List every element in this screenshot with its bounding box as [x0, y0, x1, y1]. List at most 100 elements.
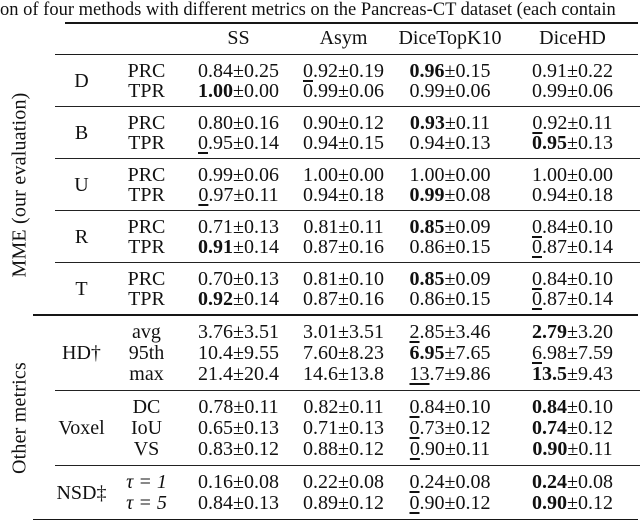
value-cell: 0.84±0.10 [505, 397, 640, 418]
value-error: ±0.00 [567, 164, 613, 186]
value-cell: 0.90±0.11 [505, 439, 640, 460]
value-main: 0.99 [198, 164, 233, 186]
group-label: R [74, 225, 89, 248]
table-row: 95th 10.4±9.55 7.60±8.23 [108, 343, 640, 364]
value-error: ±0.12 [444, 417, 491, 439]
value-cell: 0.24±0.08 [505, 472, 640, 493]
row-cells: 10.4±9.55 7.60±8.23 6.95±7.65 [185, 343, 640, 364]
table-row: τ = 1 0.16±0.08 0.22±0.08 [108, 472, 640, 493]
value-error: ±0.08 [444, 471, 491, 493]
value-main: 0.84 [532, 396, 567, 418]
value-error: ±3.46 [444, 321, 491, 343]
table-row: PRC 0.84±0.25 0.92±0.19 [108, 61, 640, 81]
value-cell: 6.95±7.65 [395, 343, 505, 364]
value-cell: 0.84±0.13 [185, 493, 292, 514]
group-rows: PRC 0.84±0.25 0.92±0.19 [108, 61, 640, 101]
table-row: avg 3.76±3.51 3.01±3.51 [108, 322, 640, 343]
value-main: 1.00 [198, 80, 233, 102]
value-underlined-part: 0 [198, 184, 209, 206]
value-main: 0.91 [198, 236, 233, 258]
row-label: TPR [128, 288, 165, 310]
section-label: Other metrics [0, 316, 55, 519]
row-cells: 0.70±0.13 0.81±0.10 0.85±0.09 [185, 269, 640, 289]
value-main: 0.71 [198, 216, 233, 238]
value-cell: 0.92±0.19 [292, 61, 395, 81]
value-cell: 0.80±0.16 [185, 113, 292, 133]
metric-group: Voxel DC [55, 390, 640, 465]
value-cell: 0.91±0.22 [505, 61, 640, 81]
value-main: 0.94 [303, 132, 338, 154]
value-error: ±0.12 [338, 112, 384, 134]
value-underlined-part: 0 [409, 492, 420, 514]
value-cell: 0.73±0.12 [395, 418, 505, 439]
value-main: 0.94 [409, 132, 445, 154]
table-row: TPR 0.95±0.14 0.94±0.15 [108, 133, 640, 153]
value-cell: 2.79±3.20 [505, 322, 640, 343]
value-cell: 0.81±0.10 [292, 269, 395, 289]
value-cell: 0.95±0.13 [505, 133, 640, 153]
value-main: 0.70 [198, 268, 233, 290]
value-error: ±0.11 [233, 184, 279, 206]
value-main: .90 [419, 438, 445, 460]
value-cell: 0.99±0.08 [395, 185, 505, 205]
value-main: 0.92 [198, 288, 233, 310]
row-cells: 0.71±0.13 0.81±0.11 0.85±0.09 [185, 217, 640, 237]
value-error: ±0.11 [567, 438, 613, 460]
value-main: .87 [542, 236, 567, 258]
value-underlined-part: 0 [532, 112, 543, 134]
value-underlined-part: 0 [409, 438, 420, 460]
value-cell: 0.82±0.11 [292, 397, 395, 418]
value-cell: 14.6±13.8 [292, 364, 395, 385]
value-error: ±0.15 [444, 236, 491, 258]
value-cell: 0.92±0.14 [185, 289, 292, 309]
row-label: τ = 1 [126, 471, 167, 493]
value-cell: 21.4±20.4 [185, 364, 292, 385]
value-main: .97 [208, 184, 234, 206]
value-error: ±0.16 [338, 236, 384, 258]
value-main: 0.84 [198, 60, 233, 82]
value-main: 1.00 [532, 164, 567, 186]
value-cell: 0.16±0.08 [185, 472, 292, 493]
table-row: IoU 0.65±0.13 0.71±0.13 [108, 418, 640, 439]
value-main: .73 [419, 417, 445, 439]
value-underlined-part: 6 [532, 342, 542, 364]
group-label: D [74, 69, 89, 92]
row-cells: 0.95±0.14 0.94±0.15 0.94±0.13 [185, 133, 640, 153]
value-main: 0.85 [409, 216, 445, 238]
value-main: 0.87 [303, 236, 338, 258]
table-body: MME (our evaluation) D [0, 53, 640, 520]
value-cell: 1.00±0.00 [505, 165, 640, 185]
value-error: ±0.13 [233, 216, 279, 238]
table-row: PRC 0.80±0.16 0.90±0.12 [108, 113, 640, 133]
value-cell: 0.89±0.12 [292, 493, 395, 514]
value-underlined-part: 0 [532, 216, 542, 238]
value-main: 0.83 [198, 438, 233, 460]
value-error: ±0.06 [444, 80, 491, 102]
table-row: PRC 0.71±0.13 0.81±0.11 [108, 217, 640, 237]
value-main: 0.99 [532, 80, 567, 102]
value-cell: 0.94±0.13 [395, 133, 505, 153]
section-divider-rule [33, 314, 638, 316]
value-cell: 0.70±0.13 [185, 269, 292, 289]
row-cells: 0.65±0.13 0.71±0.13 0.73±0.12 [185, 418, 640, 439]
value-error: ±0.10 [567, 396, 613, 418]
value-main: 7.60 [303, 342, 338, 364]
value-error: ±0.11 [338, 396, 384, 418]
value-main: 0.99 [409, 184, 445, 206]
row-cells: 0.92±0.14 0.87±0.16 0.86±0.15 [185, 289, 640, 309]
value-error: ±0.18 [567, 184, 613, 206]
table-row: PRC 0.70±0.13 0.81±0.10 [108, 269, 640, 289]
value-error: ±0.08 [338, 471, 384, 493]
value-error: ±0.12 [338, 438, 384, 460]
value-cell: 0.99±0.06 [505, 81, 640, 101]
value-error: ±20.4 [233, 363, 279, 385]
metric-group: D PRC [55, 55, 640, 106]
row-label: τ = 5 [126, 492, 167, 514]
value-cell: 0.74±0.12 [505, 418, 640, 439]
value-error: ±0.00 [338, 164, 384, 186]
value-cell: 1.00±0.00 [395, 165, 505, 185]
row-cells: 21.4±20.4 14.6±13.8 13.7±9.86 [185, 364, 640, 385]
group-rows: DC 0.78±0.11 0.82±0.11 [108, 397, 640, 460]
value-main: .7 [429, 363, 445, 385]
row-label: 95th [128, 342, 165, 364]
